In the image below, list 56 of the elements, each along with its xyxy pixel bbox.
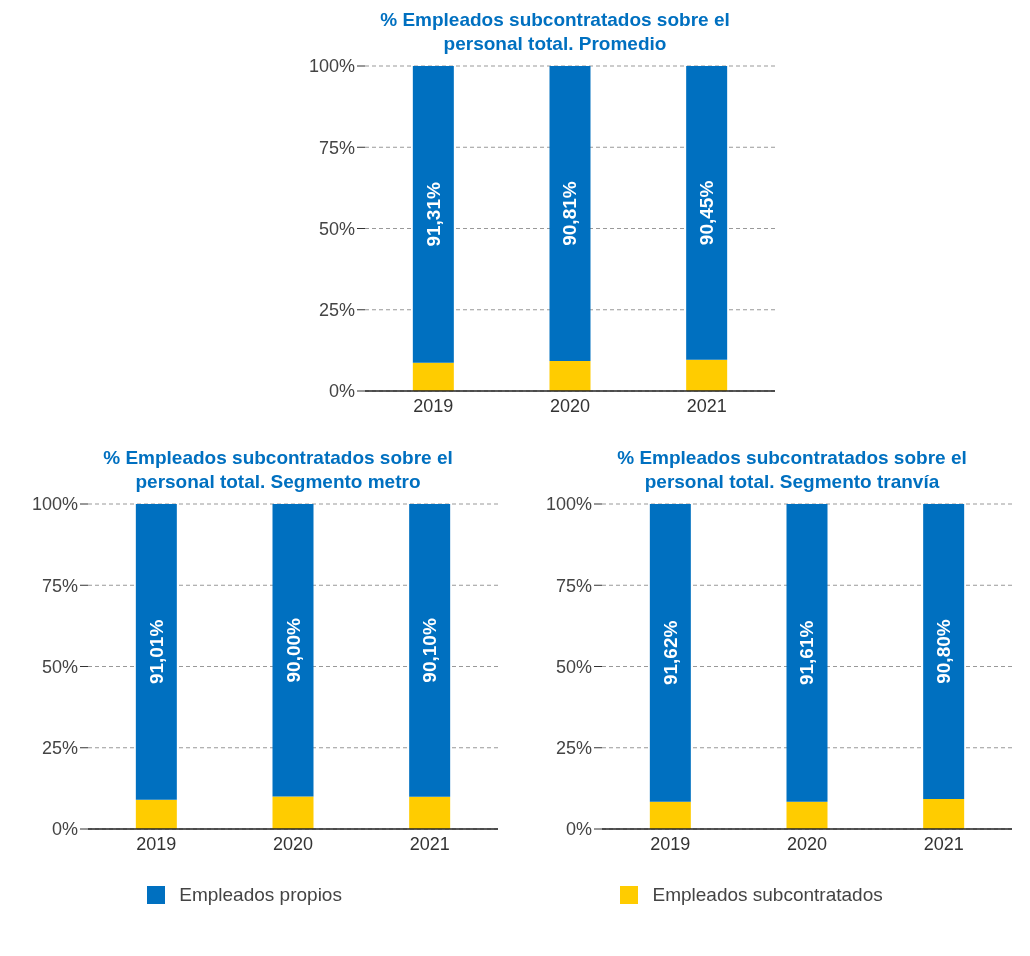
y-tick-label: 100% [308, 56, 355, 77]
chart-title: % Empleados subcontratados sobre el personal total. Promedio [379, 8, 731, 56]
data-label: 90,80% [933, 619, 955, 684]
y-tick-label: 0% [51, 819, 78, 840]
bar [412, 362, 454, 391]
y-tick-label: 25% [41, 738, 78, 759]
y-tick-label: 50% [318, 218, 355, 239]
bar [409, 504, 451, 797]
bar [923, 799, 965, 829]
legend-label: Empleados propios [179, 884, 342, 906]
y-tick-label: 0% [328, 381, 355, 402]
bar [272, 796, 314, 829]
data-label: 90,10% [419, 618, 441, 683]
chart-title: % Empleados subcontratados sobre el personal total. Segmento tranvía [616, 446, 968, 494]
data-label: 90,00% [282, 617, 304, 683]
x-tick-label: 2021 [409, 833, 450, 854]
y-tick-label: 100% [545, 494, 592, 515]
y-tick-label: 75% [555, 575, 592, 596]
y-tick-label: 0% [565, 819, 592, 840]
data-label: 90,45% [696, 180, 718, 246]
bar [649, 504, 691, 802]
y-tick-label: 25% [318, 300, 355, 321]
x-tick-label: 2019 [136, 833, 177, 854]
bar [686, 359, 728, 391]
legend-label: Empleados subcontratados [652, 884, 883, 906]
bar [786, 801, 828, 829]
x-tick-label: 2020 [549, 395, 591, 416]
bar [923, 504, 965, 800]
bar [549, 66, 591, 362]
y-tick-label: 25% [555, 738, 592, 759]
bar [135, 504, 177, 800]
data-label: 91,62% [659, 620, 681, 686]
y-tick-label: 50% [555, 656, 592, 677]
x-tick-label: 2019 [413, 395, 454, 416]
bar [786, 504, 828, 802]
bar [409, 796, 451, 829]
bar [649, 801, 691, 829]
x-tick-label: 2020 [272, 833, 314, 854]
bar [549, 361, 591, 391]
x-tick-label: 2021 [923, 833, 964, 854]
y-tick-label: 100% [31, 494, 78, 515]
data-label: 90,81% [559, 181, 581, 246]
x-tick-label: 2021 [686, 395, 727, 416]
data-label: 91,61% [796, 620, 818, 686]
y-tick-label: 75% [318, 137, 355, 158]
x-tick-label: 2020 [786, 833, 828, 854]
chart-title: % Empleados subcontratados sobre el personal total. Segmento metro [102, 446, 454, 494]
y-tick-label: 50% [41, 656, 78, 677]
x-tick-label: 2019 [650, 833, 691, 854]
data-label: 91,31% [422, 182, 444, 247]
bar [272, 504, 314, 797]
bar [135, 799, 177, 829]
bar [686, 66, 728, 360]
bar [412, 66, 454, 363]
data-label: 91,01% [145, 619, 167, 685]
y-tick-label: 75% [41, 575, 78, 596]
